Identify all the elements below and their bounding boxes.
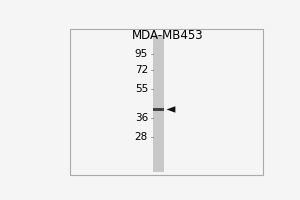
Text: 28: 28 [135, 132, 148, 142]
Text: 55: 55 [135, 84, 148, 94]
Text: 72: 72 [135, 65, 148, 75]
FancyBboxPatch shape [153, 108, 164, 111]
Polygon shape [167, 106, 176, 113]
FancyBboxPatch shape [153, 35, 164, 172]
Text: 36: 36 [135, 113, 148, 123]
Text: 95: 95 [135, 49, 148, 59]
FancyBboxPatch shape [70, 29, 263, 175]
Text: MDA-MB453: MDA-MB453 [132, 29, 203, 42]
